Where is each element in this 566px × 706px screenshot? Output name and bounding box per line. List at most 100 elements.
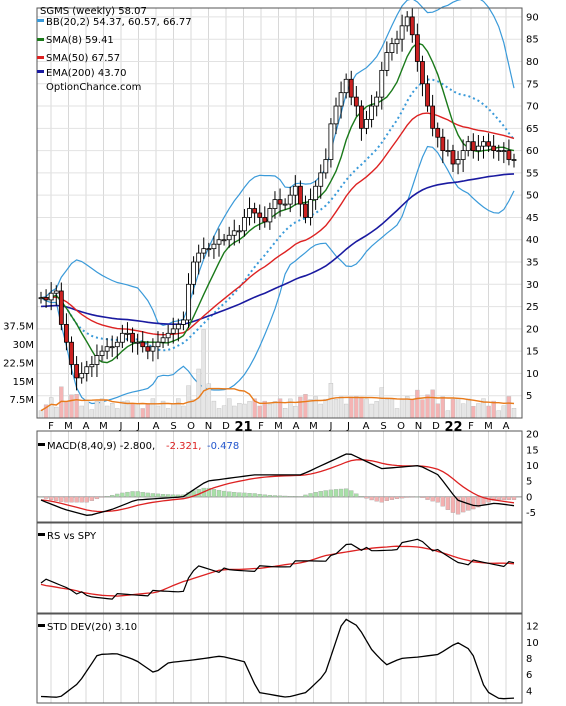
volume-bar	[440, 396, 445, 419]
macd-histogram-bar	[69, 496, 74, 503]
volume-bar	[54, 406, 59, 419]
macd-histogram-bar	[308, 493, 313, 498]
volume-bar	[491, 400, 496, 419]
std-tick-label: 8	[526, 654, 532, 665]
macd-panel	[37, 453, 522, 516]
volume-bar	[369, 403, 374, 419]
candle	[104, 346, 110, 352]
volume-bar	[486, 405, 491, 419]
macd-histogram-bar	[74, 496, 79, 503]
macd-signal-value: -2.321,	[166, 441, 201, 452]
volume-bar	[94, 401, 100, 419]
price-tick-label: 55	[526, 168, 539, 179]
candle	[460, 150, 466, 160]
volume-bar	[155, 405, 161, 419]
volume-bar	[242, 403, 247, 419]
candle	[206, 248, 212, 251]
macd-histogram-bar	[282, 495, 288, 498]
volume-bar	[79, 405, 84, 419]
volume-tick-label: 7.5M	[9, 395, 34, 406]
price-tick-label: 45	[526, 213, 539, 224]
volume-bar	[460, 403, 466, 419]
candle	[231, 230, 237, 236]
x-month-label: M	[309, 421, 318, 432]
candle	[140, 341, 146, 348]
candle	[170, 328, 176, 334]
candle	[389, 43, 395, 53]
volume-bar	[104, 405, 110, 419]
candle	[160, 337, 166, 343]
volume-tick-label: 15M	[13, 377, 34, 388]
volume-bar	[455, 398, 461, 419]
candle	[257, 212, 263, 218]
x-month-label: A	[153, 421, 160, 432]
macd-histogram-bar	[410, 496, 415, 498]
macd-histogram-bar	[420, 496, 425, 498]
volume-bar	[191, 399, 196, 419]
candle	[191, 261, 196, 285]
candle	[425, 83, 430, 107]
macd-histogram-bar	[115, 493, 120, 498]
candle	[292, 185, 298, 196]
macd-histogram-bar	[38, 496, 44, 498]
candle	[114, 341, 120, 348]
volume-bar	[399, 398, 405, 419]
volume-bar	[211, 400, 217, 419]
candle	[43, 297, 49, 301]
volume-bar	[145, 403, 151, 419]
std-dev-line	[40, 618, 515, 700]
macd-histogram-bar	[206, 487, 211, 498]
candle	[155, 341, 161, 348]
volume-bar	[237, 403, 242, 419]
macd-histogram-bar	[104, 496, 110, 498]
volume-bar	[201, 329, 206, 419]
macd-histogram-bar	[84, 496, 89, 503]
x-month-label: F	[48, 421, 54, 432]
x-month-label: F	[468, 421, 474, 432]
macd-swatch	[38, 443, 45, 446]
macd-histogram-bar	[303, 494, 308, 498]
macd-histogram-bar	[221, 490, 227, 498]
std-tick-label: 12	[526, 622, 539, 633]
price-tick-label: 65	[526, 124, 539, 135]
macd-histogram-bar	[379, 496, 384, 503]
candle	[287, 194, 293, 205]
volume-bar	[232, 405, 237, 419]
volume-bar	[466, 398, 471, 419]
volume-bar	[84, 399, 89, 419]
x-year-label: 21	[234, 420, 252, 435]
x-month-label: S	[170, 421, 176, 432]
panel-border	[36, 522, 523, 614]
macd-histogram-bar	[257, 493, 262, 498]
volume-bar	[298, 396, 303, 419]
candle	[379, 69, 385, 98]
candle	[74, 364, 80, 379]
x-month-label: N	[415, 421, 422, 432]
x-month-label: J	[136, 421, 140, 432]
candle	[308, 199, 313, 218]
candle	[470, 141, 476, 152]
volume-bar	[349, 396, 354, 419]
sma50-line	[40, 112, 515, 336]
candle	[125, 332, 130, 335]
macd-histogram-bar	[277, 495, 283, 498]
macd-histogram-bar	[288, 496, 293, 498]
macd-histogram-bar	[171, 494, 176, 498]
candle	[359, 105, 364, 129]
price-legend: SGMS (weekly) 58.07 BB(20,2) 54.37, 60.5…	[37, 6, 192, 93]
volume-bar	[69, 394, 74, 419]
volume-bar	[511, 408, 517, 419]
macd-histogram-bar	[435, 496, 440, 503]
volume-bar	[247, 401, 252, 419]
candle	[196, 252, 202, 263]
candle	[455, 159, 461, 165]
macd-tick-label: 5	[526, 477, 532, 488]
candle	[252, 208, 258, 214]
volume-bar	[354, 396, 359, 419]
volume-bar	[328, 383, 334, 419]
macd-histogram-bar	[425, 496, 430, 500]
candle	[119, 332, 125, 343]
macd-histogram-bar	[59, 496, 64, 502]
x-month-label: J	[346, 421, 350, 432]
